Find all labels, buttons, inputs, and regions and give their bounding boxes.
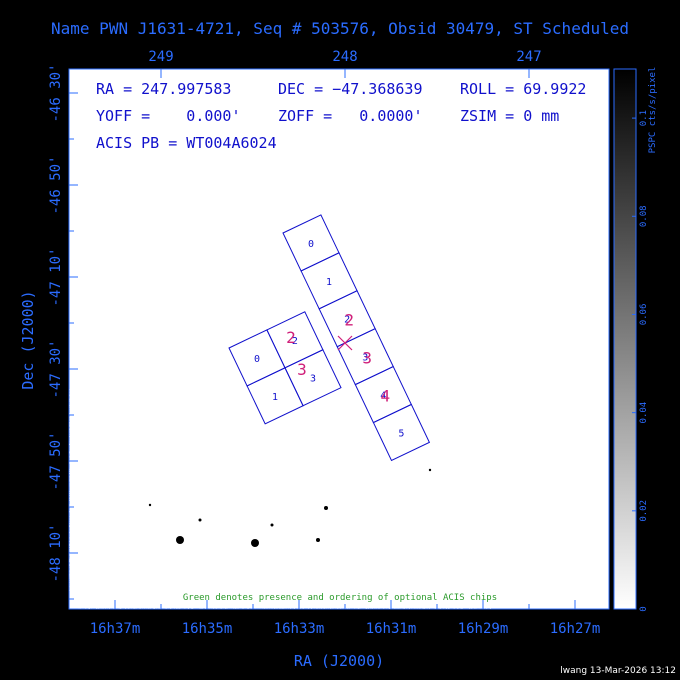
bright-sources [148,468,432,547]
chart-title: Name PWN J1631-4721, Seq # 503576, Obsid… [51,19,629,38]
colorbar-tick-label: 0.08 [639,205,649,227]
optional-chip-mark: 3 [297,360,307,379]
colorbar [613,68,637,610]
optional-chip-mark: 4 [381,387,391,406]
acis-s-chip-label: 3 [362,353,368,364]
optional-chip-mark: 2 [286,328,296,347]
x-axis-label: RA (J2000) [294,652,384,670]
acis-i-chip-label: 1 [272,392,278,403]
y-tick-label: -47 10' [48,247,64,306]
point-source [270,523,274,527]
info-zsim: ZSIM = 0 mm [460,107,559,125]
optional-chips-note: Green denotes presence and ordering of o… [183,593,497,603]
acis-i-chip-label: 2 [292,336,298,347]
colorbar-ticks: 0 0.02 0.04 0.06 0.08 0.1 [632,110,649,612]
info-ra: RA = 247.997583 [96,80,231,98]
acis-i-chip-label: 0 [254,354,260,365]
y-tick-label: -46 50' [48,155,64,214]
point-source [428,468,432,472]
x-tick-label: 16h37m [90,621,141,637]
acis-s-chip-label: 4 [380,391,386,402]
acis-i-chip-label: 3 [310,374,316,385]
x-tick-label: 16h35m [182,621,233,637]
point-source [316,538,320,542]
x-tick-label: 16h31m [366,621,417,637]
point-source [148,503,152,507]
acis-i-chip [284,349,342,407]
colorbar-tick-label: 0.04 [639,402,649,424]
colorbar-tick-label: 0 [639,606,649,611]
x-top-tick-label: 247 [516,49,541,65]
y-tick-label: -47 50' [48,431,64,490]
y-tick-label: -48 10' [48,523,64,582]
colorbar-tick-label: 0.02 [639,500,649,522]
acis-s-chip [372,403,431,462]
footer-timestamp: lwang 13-Mar-2026 13:12 [560,666,676,676]
point-source [176,536,184,544]
acis-s-chip-label: 2 [344,315,350,326]
point-source [324,506,328,510]
x-tick-label: 16h27m [550,621,601,637]
y-tick-label: -47 30' [48,339,64,398]
colorbar-label: PSPC cts/s/pixel [648,67,658,154]
optional-chip-mark: 3 [362,349,372,368]
x-top-tick-label: 248 [332,49,357,65]
pointing-info: RA = 247.997583 DEC = −47.368639 ROLL = 69… [96,80,586,152]
point-source [198,518,202,522]
optional-chip-mark: 2 [344,311,354,330]
info-roll: ROLL = 69.9922 [460,80,586,98]
colorbar-tick-label: 0.06 [639,304,649,326]
x-tick-label: 16h29m [458,621,509,637]
x-top-tick-label: 249 [148,49,173,65]
acis-s-chip-label: 0 [308,239,314,250]
x-tick-label: 16h33m [274,621,325,637]
info-acis: ACIS PB = WT004A6024 [96,134,277,152]
axis-ticks: 16h37m 16h35m 16h33m 16h31m 16h29m 16h27m 249 2… [48,49,600,637]
aimpoint-marker [337,335,353,351]
acis-s-chip-label: 1 [326,277,332,288]
info-dec: DEC = −47.368639 [278,80,423,98]
point-source [251,539,259,547]
y-axis-label: Dec (J2000) [19,290,37,389]
colorbar-tick-label: 0.1 [639,110,649,126]
info-zoff: ZOFF = 0.0000' [278,107,423,125]
info-yoff: YOFF = 0.000' [96,107,241,125]
acis-s-chip-label: 5 [398,428,404,439]
y-tick-label: -46 30' [48,63,64,122]
